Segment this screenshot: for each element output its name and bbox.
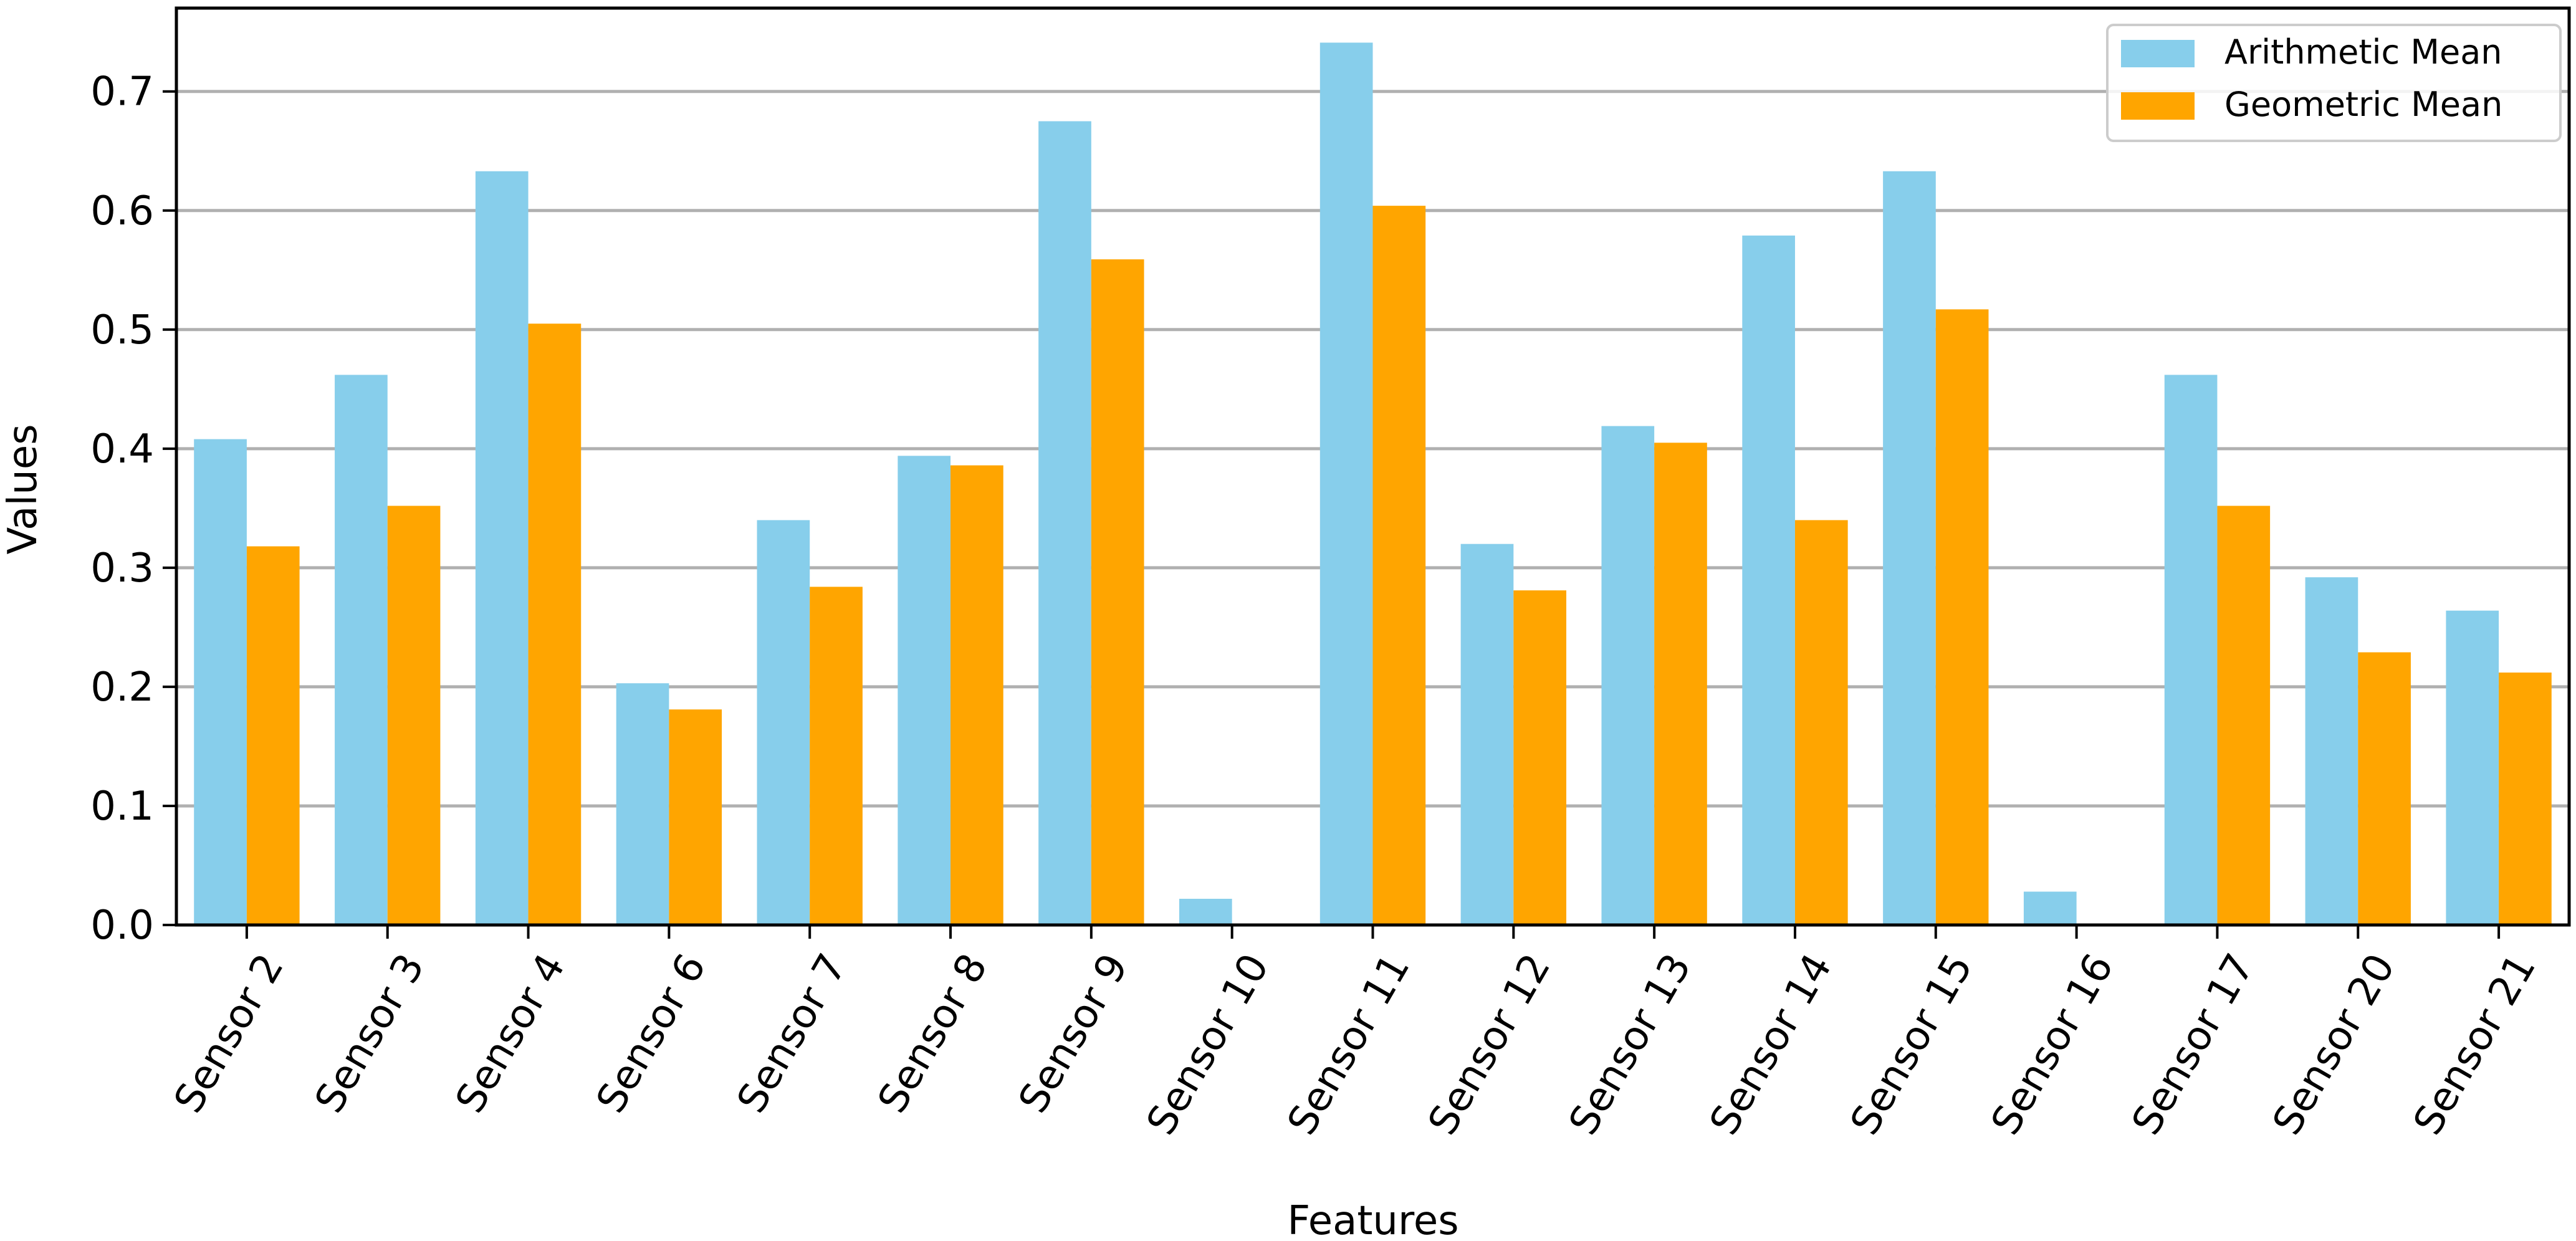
bar-geometric-mean-sensor-6 — [669, 709, 722, 925]
bar-arithmetic-mean-sensor-12 — [1460, 544, 1514, 925]
x-tick-label: Sensor 16 — [1983, 946, 2123, 1143]
x-tick-label: Sensor 10 — [1138, 946, 1278, 1143]
x-tick-label: Sensor 8 — [869, 946, 997, 1121]
y-tick-label: 0.5 — [90, 307, 154, 353]
bar-arithmetic-mean-sensor-6 — [616, 683, 669, 925]
legend-label-geometric-mean: Geometric Mean — [2224, 85, 2502, 124]
x-tick-label: Sensor 9 — [1010, 946, 1137, 1121]
bar-arithmetic-mean-sensor-21 — [2446, 610, 2499, 925]
legend-swatch-arithmetic-mean — [2121, 40, 2195, 67]
y-axis-label: Values — [0, 424, 46, 554]
bar-geometric-mean-sensor-4 — [528, 323, 582, 925]
bar-arithmetic-mean-sensor-2 — [194, 439, 247, 925]
y-axis-ticks: 0.0 0.1 0.2 0.3 0.4 0.5 0.6 0.7 — [90, 69, 176, 949]
bar-arithmetic-mean-sensor-7 — [757, 520, 810, 925]
bar-geometric-mean-sensor-2 — [246, 546, 300, 925]
bar-geometric-mean-sensor-17 — [2217, 506, 2271, 925]
y-tick-label: 0.4 — [90, 426, 154, 472]
bar-arithmetic-mean-sensor-17 — [2164, 375, 2218, 925]
y-tick-label: 0.1 — [90, 783, 154, 830]
bar-geometric-mean-sensor-7 — [810, 587, 863, 925]
legend-box — [2106, 24, 2562, 142]
bars — [194, 42, 2552, 926]
y-tick-label: 0.0 — [90, 903, 154, 949]
x-axis-ticks: Sensor 2 Sensor 3 Sensor 4 Sensor 6 Sensor 7… — [166, 925, 2545, 1143]
x-tick-label: Sensor 21 — [2405, 946, 2545, 1143]
bar-arithmetic-mean-sensor-9 — [1038, 121, 1091, 925]
bar-geometric-mean-sensor-12 — [1513, 590, 1567, 925]
x-axis-label: Features — [1287, 1198, 1458, 1239]
bar-arithmetic-mean-sensor-20 — [2305, 577, 2358, 925]
bar-arithmetic-mean-sensor-13 — [1601, 426, 1655, 925]
x-tick-label: Sensor 2 — [166, 946, 293, 1121]
x-tick-label: Sensor 6 — [588, 946, 715, 1121]
bar-arithmetic-mean-sensor-8 — [898, 456, 951, 925]
bar-geometric-mean-sensor-9 — [1091, 259, 1144, 926]
bar-geometric-mean-sensor-15 — [1935, 309, 1989, 925]
bar-arithmetic-mean-sensor-10 — [1179, 898, 1232, 925]
x-tick-label: Sensor 11 — [1279, 946, 1419, 1143]
bar-arithmetic-mean-sensor-11 — [1319, 42, 1373, 926]
legend-label-arithmetic-mean: Arithmetic Mean — [2224, 32, 2502, 72]
x-tick-label: Sensor 12 — [1420, 946, 1560, 1143]
y-tick-label: 0.6 — [90, 188, 154, 234]
bar-geometric-mean-sensor-13 — [1654, 443, 1707, 925]
y-tick-label: 0.2 — [90, 664, 154, 711]
bar-geometric-mean-sensor-14 — [1794, 520, 1848, 925]
bar-geometric-mean-sensor-20 — [2358, 652, 2411, 925]
bar-geometric-mean-sensor-3 — [387, 506, 441, 925]
bar-arithmetic-mean-sensor-3 — [335, 375, 388, 925]
bar-arithmetic-mean-sensor-16 — [2023, 891, 2077, 925]
x-tick-label: Sensor 17 — [2124, 946, 2264, 1143]
x-tick-label: Sensor 4 — [447, 946, 574, 1121]
x-tick-label: Sensor 13 — [1561, 946, 1701, 1143]
bar-geometric-mean-sensor-21 — [2499, 672, 2552, 925]
bar-arithmetic-mean-sensor-15 — [1883, 171, 1936, 925]
bar-geometric-mean-sensor-11 — [1372, 206, 1426, 926]
x-tick-label: Sensor 15 — [1842, 946, 1982, 1143]
bar-arithmetic-mean-sensor-14 — [1742, 235, 1795, 926]
x-tick-label: Sensor 3 — [306, 946, 433, 1121]
bar-geometric-mean-sensor-8 — [950, 465, 1003, 925]
y-tick-label: 0.3 — [90, 545, 154, 592]
y-tick-label: 0.7 — [90, 69, 154, 115]
legend-swatch-geometric-mean — [2121, 92, 2195, 120]
x-tick-label: Sensor 7 — [729, 946, 856, 1121]
legend: Arithmetic Mean Geometric Mean — [2106, 24, 2562, 142]
bar-arithmetic-mean-sensor-4 — [475, 171, 529, 925]
x-tick-label: Sensor 20 — [2264, 946, 2405, 1143]
x-tick-label: Sensor 14 — [1701, 946, 1841, 1143]
